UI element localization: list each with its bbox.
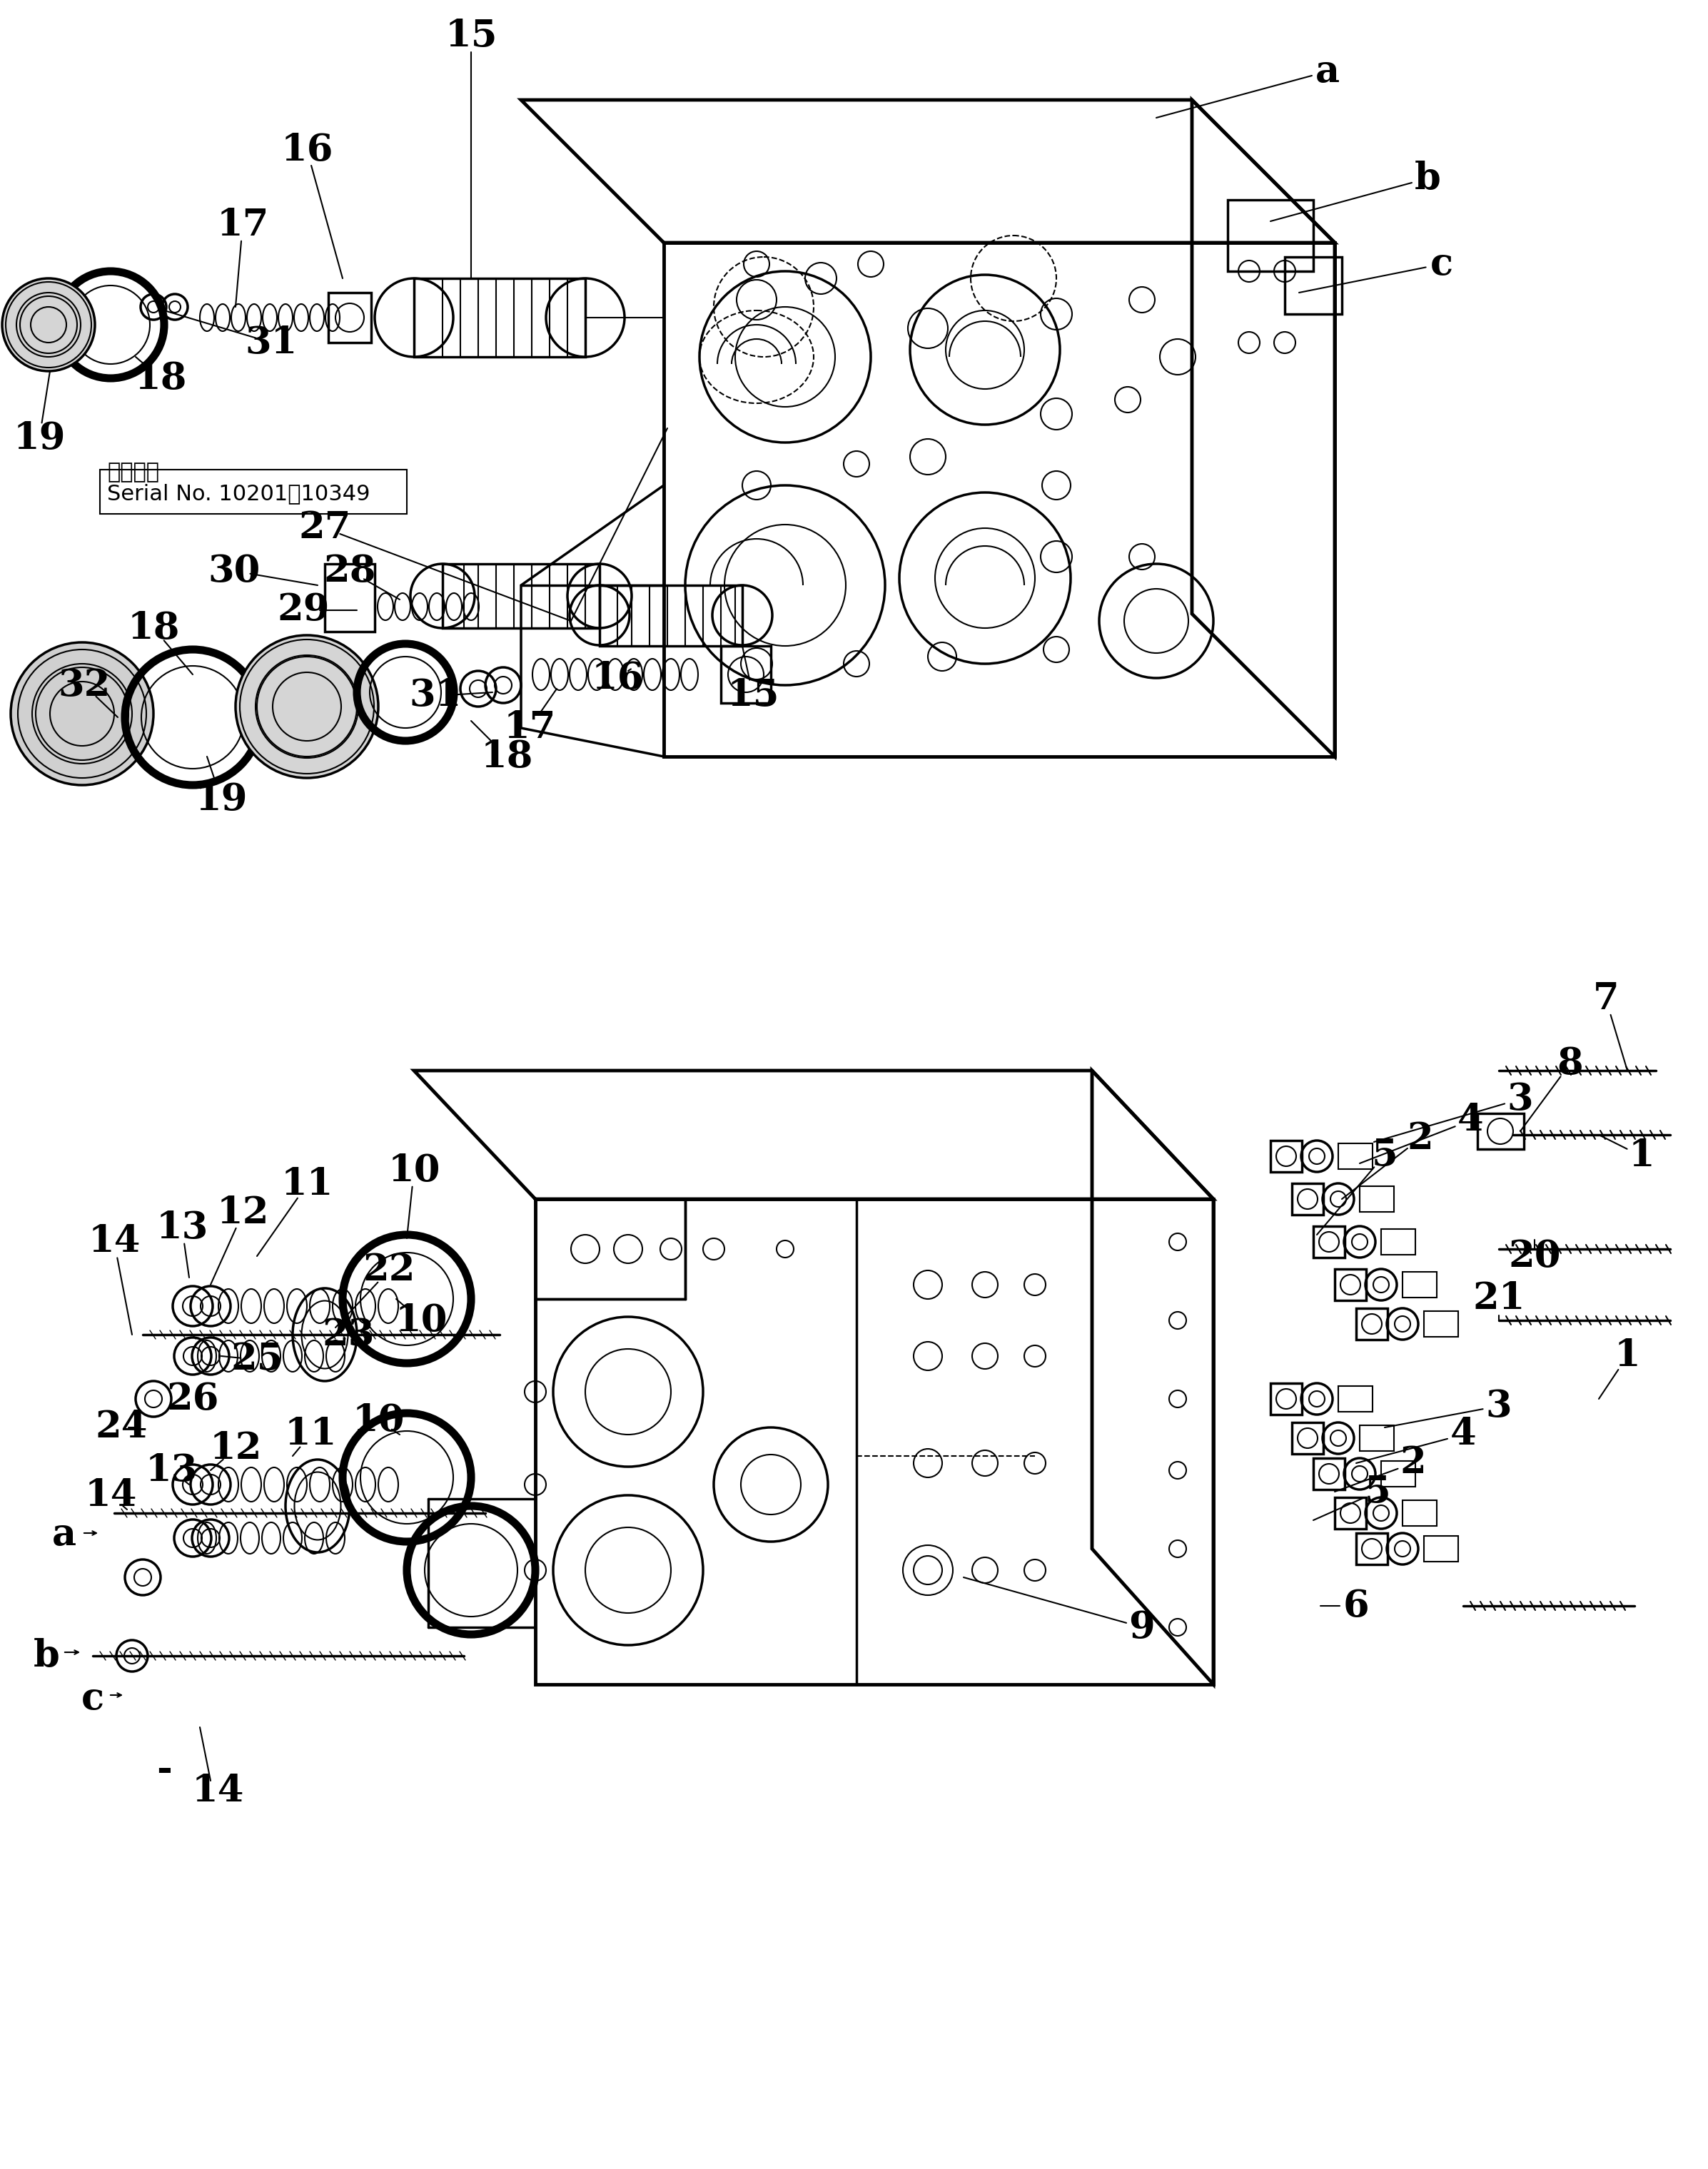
Text: b: b — [32, 1638, 60, 1674]
Bar — [1339, 1386, 1373, 1412]
Text: b: b — [1414, 161, 1440, 197]
Text: 18: 18 — [126, 609, 179, 646]
Text: 19: 19 — [195, 781, 248, 818]
Text: 28: 28 — [323, 553, 376, 590]
Text: 7: 7 — [1594, 980, 1619, 1017]
Text: 3: 3 — [1486, 1388, 1512, 1425]
Bar — [1291, 1423, 1324, 1453]
Bar — [442, 564, 600, 629]
Text: 31: 31 — [244, 325, 297, 360]
Text: 1: 1 — [1628, 1139, 1655, 1173]
Bar — [1382, 1230, 1416, 1254]
Text: 32: 32 — [58, 668, 111, 703]
Text: 17: 17 — [504, 709, 555, 746]
Bar — [1424, 1310, 1459, 1336]
Bar — [328, 293, 371, 343]
Bar — [1360, 1425, 1394, 1451]
Text: 11: 11 — [284, 1416, 336, 1453]
Text: 16: 16 — [280, 132, 333, 167]
Text: 26: 26 — [166, 1382, 219, 1416]
Text: 22: 22 — [362, 1252, 415, 1288]
Text: 20: 20 — [1508, 1238, 1561, 1275]
Text: 14: 14 — [89, 1223, 140, 1260]
Text: 2: 2 — [1401, 1445, 1426, 1481]
Text: 10: 10 — [395, 1301, 447, 1338]
Text: 適用号機: 適用号機 — [108, 462, 159, 482]
Text: 9: 9 — [1129, 1609, 1155, 1646]
Text: 10: 10 — [388, 1152, 441, 1189]
Text: 8: 8 — [1558, 1045, 1583, 1082]
Text: c: c — [1430, 245, 1454, 282]
Text: 24: 24 — [96, 1410, 147, 1447]
Bar — [413, 278, 586, 358]
Text: 14: 14 — [84, 1477, 137, 1514]
Text: 11: 11 — [280, 1167, 333, 1204]
Bar — [600, 586, 743, 646]
Text: 10: 10 — [352, 1401, 405, 1438]
Circle shape — [2, 278, 96, 371]
Bar — [1339, 1143, 1373, 1169]
Bar — [1402, 1501, 1436, 1527]
Text: 21: 21 — [1472, 1280, 1525, 1317]
Bar — [1228, 200, 1313, 271]
Bar — [1382, 1462, 1416, 1486]
Bar — [1402, 1271, 1436, 1297]
Text: a: a — [51, 1516, 77, 1553]
Bar — [1313, 1225, 1344, 1258]
Text: 18: 18 — [135, 360, 186, 397]
Text: 25: 25 — [231, 1340, 284, 1377]
Bar — [1284, 256, 1342, 315]
Text: 5: 5 — [1372, 1137, 1397, 1173]
Text: 27: 27 — [299, 510, 350, 547]
Bar — [1291, 1184, 1324, 1215]
Bar — [721, 646, 770, 703]
Text: 1: 1 — [1614, 1338, 1640, 1375]
Text: 2: 2 — [1407, 1119, 1433, 1156]
Bar — [1356, 1308, 1387, 1340]
Text: 30: 30 — [208, 553, 260, 590]
Text: 15: 15 — [728, 677, 779, 714]
Circle shape — [10, 642, 154, 785]
Bar — [1271, 1141, 1301, 1171]
Text: Serial No. 10201～10349: Serial No. 10201～10349 — [108, 484, 371, 503]
Text: 19: 19 — [14, 421, 65, 458]
Text: 31: 31 — [410, 677, 461, 714]
Text: 4: 4 — [1457, 1102, 1483, 1139]
Text: 6: 6 — [1342, 1588, 1370, 1625]
Text: 18: 18 — [480, 737, 533, 774]
Text: 3: 3 — [1506, 1080, 1534, 1117]
Bar — [1424, 1536, 1459, 1562]
Circle shape — [236, 636, 377, 779]
Text: 5: 5 — [1365, 1473, 1390, 1510]
Text: 29: 29 — [277, 592, 330, 629]
Bar — [1334, 1497, 1366, 1529]
Bar — [1271, 1384, 1301, 1414]
Text: -: - — [157, 1753, 173, 1787]
Text: 15: 15 — [444, 17, 497, 54]
Bar — [1356, 1533, 1387, 1564]
Text: 23: 23 — [323, 1317, 374, 1353]
Bar — [1477, 1113, 1524, 1150]
Bar — [1313, 1458, 1344, 1490]
Text: 12: 12 — [210, 1432, 261, 1466]
Text: 12: 12 — [217, 1195, 268, 1232]
Text: 4: 4 — [1450, 1416, 1476, 1453]
Bar — [1360, 1186, 1394, 1212]
Bar — [101, 471, 407, 514]
Text: 14: 14 — [191, 1774, 244, 1809]
Text: c: c — [82, 1681, 104, 1718]
Bar — [1334, 1269, 1366, 1301]
Text: 17: 17 — [217, 206, 268, 243]
Text: 16: 16 — [591, 659, 644, 696]
Bar — [325, 564, 374, 631]
Text: 13: 13 — [155, 1210, 208, 1245]
Text: a: a — [1315, 54, 1339, 89]
Text: 13: 13 — [145, 1451, 198, 1488]
